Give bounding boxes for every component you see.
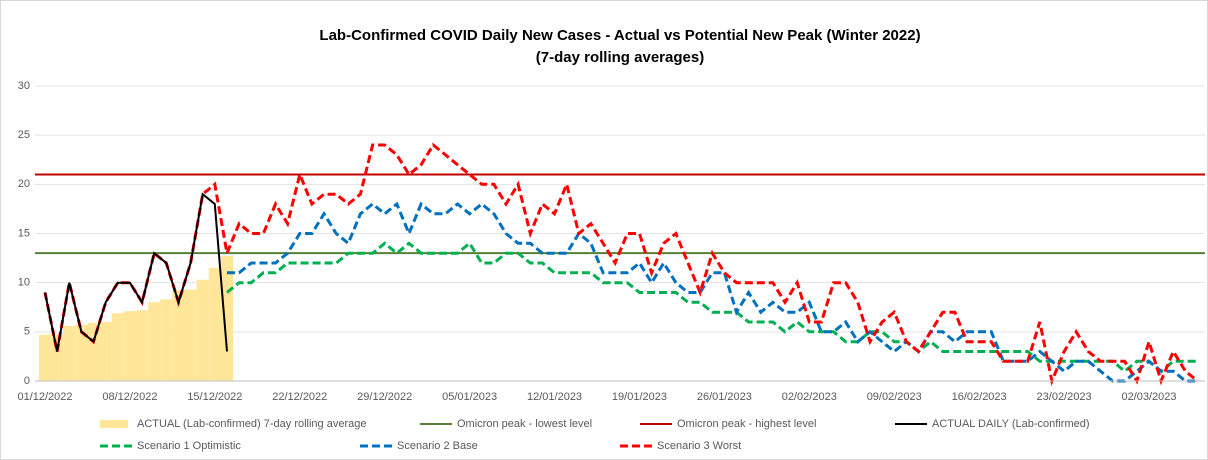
bar — [160, 299, 173, 381]
bar — [75, 324, 88, 381]
bar — [135, 310, 149, 381]
y-tick-label: 30 — [18, 80, 30, 92]
x-tick-label: 09/02/2023 — [867, 391, 922, 403]
x-tick-label: 15/12/2022 — [187, 391, 242, 403]
bar — [111, 313, 124, 381]
x-tick-label: 05/01/2023 — [442, 391, 497, 403]
legend-label: Scenario 2 Base — [397, 440, 478, 452]
legend-label: Scenario 3 Worst — [657, 440, 741, 452]
series-line — [44, 192, 228, 352]
x-tick-label: 01/12/2022 — [17, 391, 72, 403]
x-tick-label: 29/12/2022 — [357, 391, 412, 403]
bar — [196, 279, 209, 381]
bar — [87, 322, 100, 381]
series-line — [43, 142, 1199, 387]
legend-label: Omicron peak - lowest level — [457, 418, 592, 430]
y-tick-label: 5 — [24, 326, 30, 338]
chart-subtitle: (7-day rolling averages) — [536, 49, 704, 66]
bar — [63, 325, 76, 381]
x-tick-label: 22/12/2022 — [272, 391, 327, 403]
bar — [99, 322, 112, 381]
x-tick-label: 08/12/2022 — [102, 391, 157, 403]
legend-label: Scenario 1 Optimistic — [137, 440, 241, 452]
bar — [148, 302, 161, 381]
x-tick-label: 19/01/2023 — [612, 391, 667, 403]
y-tick-label: 20 — [18, 178, 30, 190]
bar — [38, 334, 52, 381]
legend-label: ACTUAL DAILY (Lab-confirmed) — [932, 418, 1090, 430]
legend-swatch — [100, 420, 128, 428]
series-line — [227, 201, 1198, 383]
x-tick-label: 12/01/2023 — [527, 391, 582, 403]
bar — [172, 290, 185, 381]
x-tick-label: 23/02/2023 — [1037, 391, 1092, 403]
x-tick-label: 16/02/2023 — [952, 391, 1007, 403]
bar — [123, 311, 136, 381]
x-tick-label: 26/01/2023 — [697, 391, 752, 403]
y-tick-label: 15 — [18, 227, 30, 239]
y-tick-label: 10 — [18, 277, 30, 289]
bar — [208, 267, 221, 381]
bar — [220, 256, 234, 381]
bar — [51, 334, 64, 381]
chart-title: Lab-Confirmed COVID Daily New Cases - Ac… — [319, 27, 920, 44]
legend-label: ACTUAL (Lab-confirmed) 7-day rolling ave… — [137, 418, 366, 430]
series-line — [226, 241, 1198, 374]
legend-label: Omicron peak - highest level — [677, 418, 816, 430]
x-tick-label: 02/02/2023 — [782, 391, 837, 403]
bar — [184, 289, 197, 381]
x-tick-label: 02/03/2023 — [1121, 391, 1176, 403]
y-tick-label: 25 — [18, 129, 30, 141]
y-tick-label: 0 — [24, 375, 30, 387]
